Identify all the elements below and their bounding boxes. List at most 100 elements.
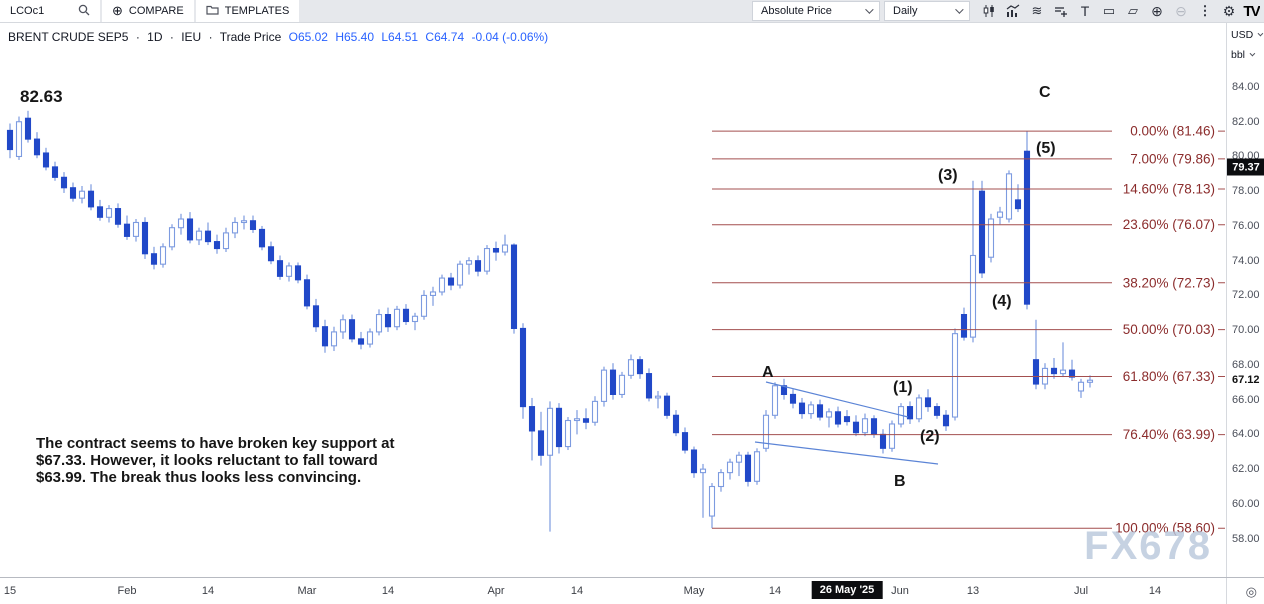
time-tick-label: Apr	[487, 585, 505, 597]
text-tool-icon[interactable]: T	[1080, 3, 1090, 19]
ohlc-open: O65.02	[288, 30, 328, 44]
symbol-exchange: IEU	[181, 30, 202, 44]
ohlc-change: -0.04 (-0.06%)	[471, 30, 549, 44]
last-price-badge: 79.37	[1227, 158, 1264, 176]
time-tick-label: 14	[1148, 585, 1162, 597]
fib-level-label: 7.00% (79.86)	[1130, 151, 1215, 166]
symbol-info-row[interactable]: BRENT CRUDE SEP5 · 1D · IEU · Trade Pric…	[8, 30, 552, 44]
toolbar-right-group: Absolute Price Daily ≋ T ▭	[752, 0, 1264, 22]
fib-level-label: 38.20% (72.73)	[1123, 275, 1215, 290]
analysis-note-line: The contract seems to have broken key su…	[36, 435, 394, 452]
fib-level-label: 14.60% (78.13)	[1123, 181, 1215, 196]
wave-label: (1)	[893, 379, 913, 396]
analysis-note-line: $63.99. The break thus looks less convin…	[36, 469, 361, 486]
price-tick-label: 60.00	[1232, 497, 1260, 510]
analysis-note-line: $67.33. However, it looks reluctant to f…	[36, 452, 378, 469]
price-tick-label: 74.00	[1232, 254, 1260, 267]
toolbar-left-group: LCOc1 ⊕ COMPARE TEMPLATES	[0, 0, 301, 22]
candles-group	[6, 110, 1094, 532]
price-tick-label: 82.00	[1232, 115, 1260, 128]
trendline	[754, 441, 939, 465]
price-mode-value: Absolute Price	[761, 5, 832, 17]
wave-label: A	[762, 364, 774, 381]
price-mode-dropdown[interactable]: Absolute Price	[752, 1, 880, 21]
chevron-down-icon	[1249, 50, 1256, 57]
wave-label: (5)	[1036, 140, 1056, 157]
chevron-down-icon	[955, 5, 964, 14]
time-tick-label: Jun	[891, 585, 909, 597]
currency-dropdown[interactable]: USD	[1231, 29, 1264, 41]
trendline	[765, 381, 909, 418]
wave-label: (3)	[938, 167, 958, 184]
ohlc-high: H65.40	[335, 30, 375, 44]
more-options-icon[interactable]: ⋮	[1198, 3, 1212, 18]
zoom-in-icon[interactable]: ⊕	[1151, 2, 1163, 19]
fib-level-label: 100.00% (58.60)	[1115, 521, 1215, 536]
symbol-title: BRENT CRUDE SEP5	[8, 30, 129, 44]
unit-value: bbl	[1231, 49, 1246, 61]
price-tick-label: 70.00	[1232, 324, 1260, 337]
price-tick-label: 62.00	[1232, 463, 1260, 476]
unit-dropdown[interactable]: bbl	[1231, 49, 1256, 61]
symbol-search-field[interactable]: LCOc1	[0, 0, 100, 22]
time-tick-label: 14	[201, 585, 215, 597]
candlestick-chart-svg[interactable]: 0.00% (81.46) 7.00% (79.86) 14.60% (78.13)…	[0, 23, 1226, 577]
fib-retracement-group: 0.00% (81.46) 7.00% (79.86) 14.60% (78.13)…	[712, 122, 1225, 538]
time-tick-label: 13	[966, 585, 980, 597]
time-tick-label: May	[683, 585, 705, 597]
ohlc-close: C64.74	[425, 30, 465, 44]
time-tick-label: 14	[768, 585, 782, 597]
templates-label: TEMPLATES	[224, 5, 290, 17]
time-tick-label: Mar	[297, 585, 317, 597]
candlestick-style-icon[interactable]	[978, 1, 1000, 21]
timezone-settings-icon[interactable]: ◎	[1245, 584, 1257, 599]
settings-gear-icon[interactable]: ⚙	[1222, 2, 1236, 19]
price-tick-label: 78.00	[1232, 185, 1260, 198]
crosshair-date-badge: 26 May '25	[811, 581, 883, 599]
fib-level-label: 61.80% (67.33)	[1123, 369, 1215, 384]
measure-alert-icon[interactable]	[1050, 1, 1072, 21]
indicators-icon[interactable]	[1002, 1, 1024, 21]
time-axis[interactable]: 15 Feb 14 Mar 14 Apr 14 May 14 Jun 13 Jul 14 26 May …	[0, 577, 1264, 604]
compare-overlay-icon[interactable]: ≋	[1031, 3, 1043, 18]
series-type: Trade Price	[219, 30, 282, 44]
price-tick-label: 64.00	[1232, 428, 1260, 441]
symbol-text: LCOc1	[10, 5, 45, 17]
wave-label: B	[894, 473, 906, 490]
fib-level-label: 23.60% (76.07)	[1123, 217, 1215, 232]
time-tick-label: 14	[570, 585, 584, 597]
dot-separator: ·	[135, 30, 140, 44]
wave-label: 82.63	[20, 87, 63, 106]
price-chart[interactable]: 0.00% (81.46) 7.00% (79.86) 14.60% (78.13)…	[0, 23, 1226, 577]
templates-folder-icon	[206, 4, 219, 18]
compare-button[interactable]: ⊕ COMPARE	[102, 0, 194, 22]
ohlc-low: L64.51	[381, 30, 419, 44]
wave-label: (4)	[992, 293, 1012, 310]
price-axis[interactable]: USD bbl 84.00 82.00 80.00 78.00 76.00 74.00 72…	[1226, 23, 1264, 577]
top-toolbar: LCOc1 ⊕ COMPARE TEMPLATES Absolute Price	[0, 0, 1264, 23]
templates-button[interactable]: TEMPLATES	[195, 0, 300, 22]
time-tick-label: Jul	[1073, 585, 1089, 597]
price-tick-label: 84.00	[1232, 81, 1260, 93]
chevron-down-icon	[1257, 30, 1264, 37]
currency-value: USD	[1231, 29, 1254, 41]
wave-label: (2)	[920, 428, 940, 445]
compare-label: COMPARE	[128, 5, 184, 17]
fib-level-label: 50.00% (70.03)	[1123, 322, 1215, 337]
axis-corner-separator	[1226, 578, 1227, 604]
search-icon	[78, 4, 90, 19]
time-tick-label: Feb	[117, 585, 137, 597]
price-tick-label: 58.00	[1232, 532, 1260, 545]
interval-value: Daily	[893, 5, 918, 17]
chevron-down-icon	[865, 5, 874, 14]
rectangle-tool-icon[interactable]: ▭	[1102, 3, 1116, 18]
symbol-interval: 1D	[147, 30, 163, 44]
polygon-tool-icon[interactable]: ▱	[1128, 3, 1138, 18]
dot-separator: ·	[169, 30, 174, 44]
price-tick-label: 68.00	[1232, 358, 1260, 371]
fib-level-label: 76.40% (63.99)	[1123, 427, 1215, 442]
time-tick-label: 14	[381, 585, 395, 597]
tradingview-logo[interactable]: TV	[1243, 2, 1260, 20]
interval-dropdown[interactable]: Daily	[884, 1, 970, 21]
zoom-out-icon[interactable]: ⊖	[1175, 2, 1187, 19]
